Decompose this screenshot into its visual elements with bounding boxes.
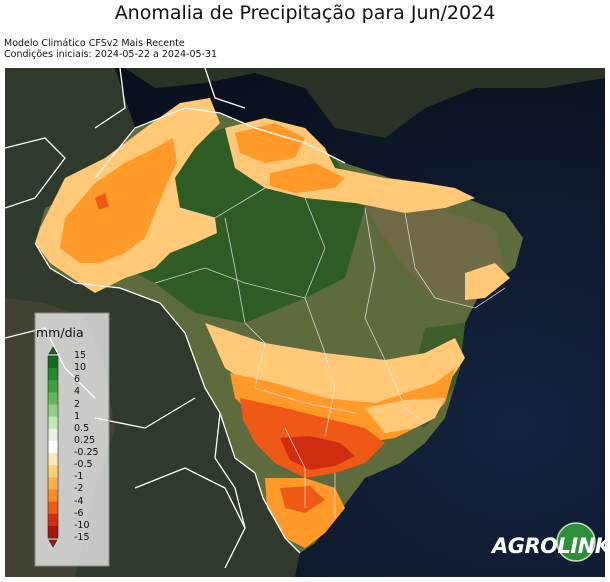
colorbar-frame <box>47 355 59 539</box>
colorbar-swatches <box>47 355 59 539</box>
colorbar-swatch <box>48 513 58 527</box>
map-title: Anomalia de Precipitação para Jun/2024 <box>114 2 496 24</box>
anomaly-north-dark <box>95 193 109 210</box>
legend-tick-label: 15 <box>74 350 87 361</box>
legend-unit: mm/dia <box>36 325 84 340</box>
colorbar-swatch <box>48 404 58 417</box>
colorbar-swatch <box>48 501 58 515</box>
colorbar-swatch <box>48 477 58 490</box>
anomaly-south-red <box>280 436 355 470</box>
legend-tick-label: -1 <box>74 471 84 483</box>
anomaly-north-orange <box>60 138 177 263</box>
legend-tick-label: 1 <box>74 410 81 422</box>
anomaly-south-light-coast <box>365 398 445 433</box>
legend-tick-label: -0.25 <box>74 447 99 459</box>
colorbar-swatch <box>48 428 58 442</box>
colorbar-swatch <box>48 525 58 539</box>
legend-panel <box>34 312 110 567</box>
colorbar-swatch <box>48 368 58 381</box>
colorbar-swatch <box>48 416 58 430</box>
colorbar-swatch <box>48 392 58 405</box>
legend-tick-label: -15 <box>74 532 90 543</box>
legend-tick-label: 0.5 <box>74 422 90 434</box>
colorbar-swatch <box>48 453 58 466</box>
colorbar-swatch <box>48 465 58 478</box>
legend-tick-label: -2 <box>74 483 84 495</box>
legend-tick-label: 0.25 <box>74 434 96 446</box>
legend-tick-label: 4 <box>74 386 81 398</box>
anomaly-east-light <box>465 263 510 300</box>
colorbar-top-arrow <box>48 346 58 355</box>
legend-tick-label: 10 <box>74 362 87 374</box>
state-borders <box>154 187 506 518</box>
colorbar-swatch <box>48 489 58 502</box>
legend-tick-label: -0.5 <box>74 459 93 471</box>
model-subtitle: Modelo Climático CFSv2 Mais Recente <box>4 38 185 49</box>
legend-tick-label: 2 <box>74 398 81 410</box>
agrolink-logo <box>556 522 596 562</box>
anomaly-coast-orange <box>270 163 345 193</box>
country-borders <box>5 68 346 569</box>
legend-tick-label: 6 <box>74 374 81 386</box>
logo-link: LINK <box>557 534 610 558</box>
south-america-landmass <box>5 68 605 138</box>
colorbar-swatch <box>48 356 58 369</box>
anomaly-rs-dark <box>280 486 325 513</box>
legend-tick-label: -4 <box>74 495 84 507</box>
agrolink-wordmark: AGROLINK <box>492 534 610 558</box>
legend-tick-label: -6 <box>74 507 84 519</box>
colorbar-swatch <box>48 380 58 393</box>
colorbar-bottom-arrow <box>48 539 58 548</box>
initial-conditions-subtitle: Condições iniciais: 2024-05-22 a 2024-05… <box>4 49 218 60</box>
legend-tick-label: -10 <box>74 519 90 531</box>
anomaly-amapa-orange <box>235 123 305 163</box>
colorbar-swatch <box>48 440 58 454</box>
precipitation-anomaly-map <box>5 68 605 577</box>
logo-agro: AGRO <box>492 534 558 558</box>
